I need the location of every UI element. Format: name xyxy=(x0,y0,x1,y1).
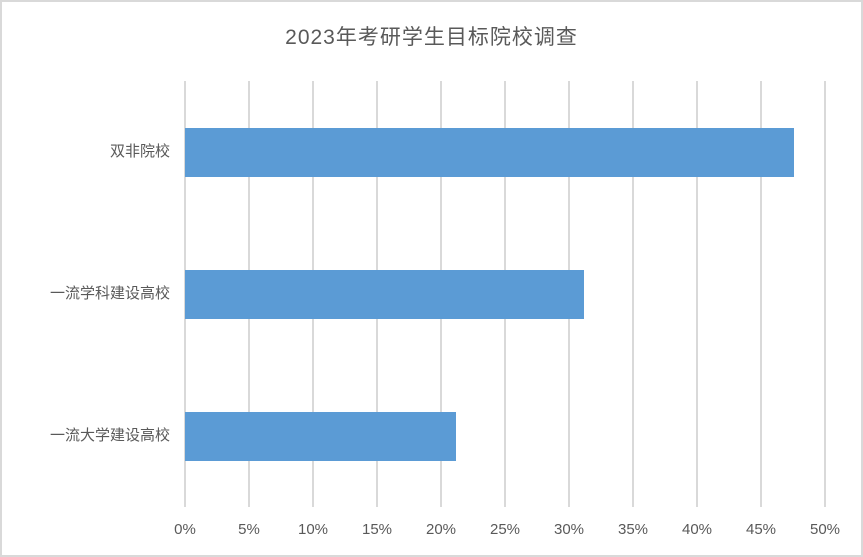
chart-title: 2023年考研学生目标院校调查 xyxy=(285,26,578,49)
bar-1 xyxy=(185,269,585,319)
x-axis-tick-label: 25% xyxy=(489,521,521,538)
plot-area xyxy=(184,81,826,507)
x-axis-tick-label: 15% xyxy=(361,521,393,538)
x-axis-tick-label: 5% xyxy=(238,521,260,538)
bar-2 xyxy=(185,411,457,461)
x-axis-tick-label: 45% xyxy=(745,521,777,538)
x-axis-tick-label: 40% xyxy=(681,521,713,538)
bar-0 xyxy=(185,127,795,177)
x-axis-tick-label: 30% xyxy=(553,521,585,538)
x-axis-tick-label: 10% xyxy=(297,521,329,538)
x-axis-tick-label: 35% xyxy=(617,521,649,538)
category-label: 双非院校 xyxy=(109,143,170,160)
category-label: 一流大学建设高校 xyxy=(49,427,170,444)
x-axis-tick-label: 0% xyxy=(174,521,196,538)
gridline xyxy=(696,81,698,507)
x-axis-tick-label: 50% xyxy=(809,521,841,538)
gridline xyxy=(824,81,826,507)
category-label: 一流学科建设高校 xyxy=(49,285,170,302)
gridline xyxy=(760,81,762,507)
gridline xyxy=(632,81,634,507)
x-axis-tick-label: 20% xyxy=(425,521,457,538)
